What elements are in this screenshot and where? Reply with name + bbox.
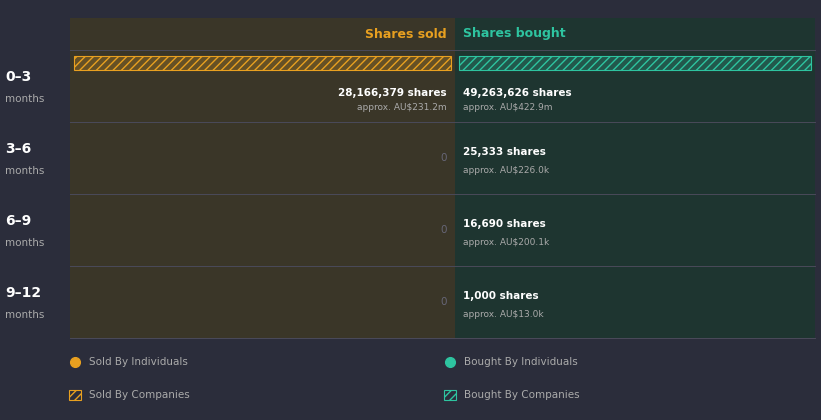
- Text: Sold By Companies: Sold By Companies: [89, 390, 190, 400]
- Bar: [74, 56, 451, 70]
- Text: 25,333 shares: 25,333 shares: [463, 147, 546, 157]
- Text: 3–6: 3–6: [5, 142, 31, 156]
- Text: 6–9: 6–9: [5, 214, 31, 228]
- Text: 28,166,379 shares: 28,166,379 shares: [338, 88, 447, 98]
- Bar: [459, 56, 811, 70]
- Text: Sold By Individuals: Sold By Individuals: [89, 357, 188, 367]
- Bar: [455, 50, 815, 122]
- Bar: [455, 18, 815, 50]
- Text: months: months: [5, 166, 44, 176]
- Bar: [74, 56, 451, 70]
- Text: 16,690 shares: 16,690 shares: [463, 219, 546, 229]
- Text: Bought By Companies: Bought By Companies: [464, 390, 580, 400]
- Text: approx. AU$13.0k: approx. AU$13.0k: [463, 310, 544, 320]
- Bar: [70, 50, 455, 122]
- Bar: [69, 390, 81, 400]
- Bar: [70, 194, 455, 266]
- Text: 9–12: 9–12: [5, 286, 41, 300]
- Text: 0: 0: [441, 225, 447, 235]
- Text: approx. AU$200.1k: approx. AU$200.1k: [463, 239, 549, 247]
- Bar: [455, 266, 815, 338]
- Bar: [455, 122, 815, 194]
- Bar: [455, 194, 815, 266]
- Text: Shares bought: Shares bought: [463, 27, 566, 40]
- Text: 0: 0: [441, 153, 447, 163]
- Bar: [444, 390, 456, 400]
- Bar: [70, 122, 455, 194]
- Bar: [70, 266, 455, 338]
- Text: 0–3: 0–3: [5, 71, 31, 84]
- Bar: [70, 18, 455, 50]
- Text: months: months: [5, 94, 44, 104]
- Text: approx. AU$226.0k: approx. AU$226.0k: [463, 166, 549, 176]
- Text: 0: 0: [441, 297, 447, 307]
- Text: months: months: [5, 238, 44, 248]
- Text: approx. AU$231.2m: approx. AU$231.2m: [357, 103, 447, 112]
- Text: 49,263,626 shares: 49,263,626 shares: [463, 88, 571, 98]
- Text: approx. AU$422.9m: approx. AU$422.9m: [463, 103, 553, 112]
- Text: 1,000 shares: 1,000 shares: [463, 291, 539, 301]
- Text: Shares sold: Shares sold: [365, 27, 447, 40]
- Text: months: months: [5, 310, 44, 320]
- Text: Bought By Individuals: Bought By Individuals: [464, 357, 578, 367]
- Bar: [459, 56, 811, 70]
